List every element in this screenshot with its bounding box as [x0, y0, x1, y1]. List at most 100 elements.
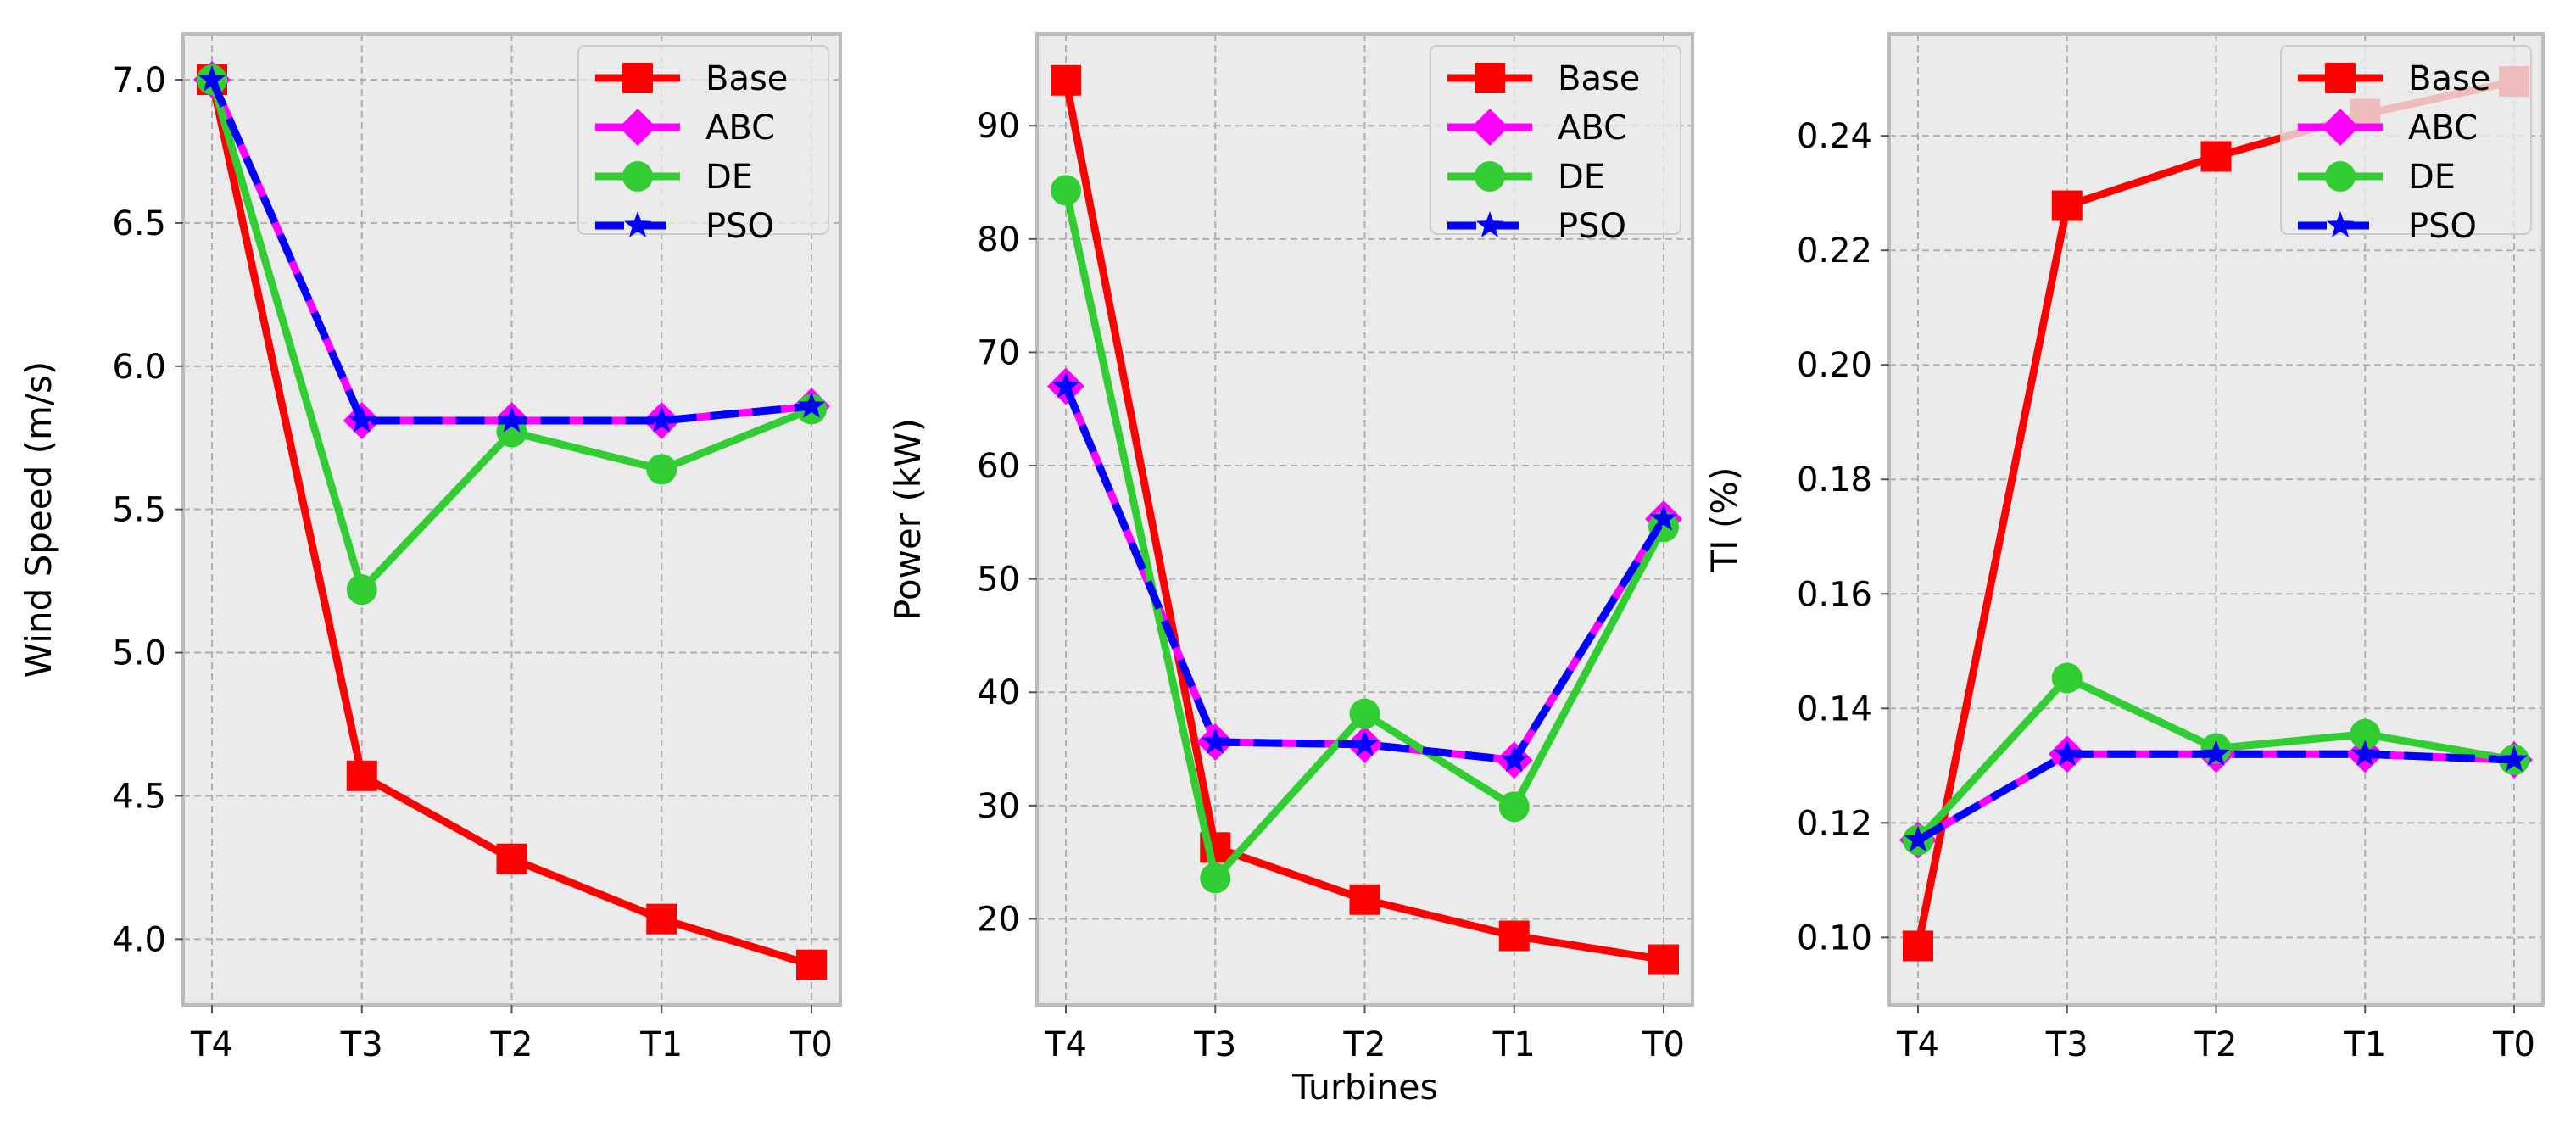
data-point-pso: [648, 406, 676, 433]
data-point-base: [346, 760, 377, 791]
y-tick-label: 5.0: [112, 634, 166, 673]
legend-box: [2280, 45, 2532, 235]
legend: Base ABC DE PSO: [2280, 45, 2532, 246]
legend-label-pso: PSO: [2408, 207, 2477, 246]
y-tick-label: 40: [977, 673, 1020, 712]
y-tick-label: 0.22: [1797, 232, 1872, 271]
chart-panel-3: 0.10 0.12 0.14 0.16 0.18 0.20 0.22 0.24 T4 T3 T2 T1…: [1703, 32, 2545, 1064]
data-point-pso: [2500, 745, 2529, 772]
x-tick-label: T3: [340, 1025, 383, 1064]
y-axis-label: Power (kW): [887, 418, 928, 621]
y-tick-label: 30: [977, 787, 1020, 826]
legend-marker-abc: [619, 109, 656, 146]
y-tick-label: 80: [977, 220, 1020, 260]
chart-panel-1: 4.0 4.5 5.0 5.5 6.0 6.5 7.0 T4 T3 T2 T1 T0 Wind Spee…: [18, 32, 842, 1064]
legend-marker-pso: [1475, 211, 1504, 237]
legend-marker-pso: [2326, 211, 2355, 237]
data-point-pso: [1904, 825, 1932, 852]
series-base: [1051, 64, 1679, 975]
y-tick-label: 20: [977, 900, 1020, 939]
data-point-de: [646, 454, 677, 485]
legend-label-base: Base: [1558, 59, 1640, 98]
data-point-pso: [797, 392, 826, 418]
y-tick-label: 4.5: [112, 777, 166, 816]
y-tick-label: 0.16: [1797, 575, 1872, 614]
legend-marker-base: [2325, 63, 2356, 93]
series-pso: [198, 65, 826, 433]
data-point-base: [1498, 920, 1530, 952]
x-tick-label: T0: [1642, 1025, 1685, 1064]
data-point-base: [646, 903, 677, 935]
legend-label-pso: PSO: [1558, 207, 1626, 246]
x-tick-label: T1: [1492, 1025, 1536, 1064]
y-tick-label: 50: [977, 561, 1020, 600]
legend-label-base: Base: [2408, 59, 2490, 98]
data-point-de: [2350, 718, 2381, 750]
y-tick-label: 0.14: [1797, 689, 1872, 728]
data-point-de: [1498, 791, 1530, 823]
y-tick-label: 70: [977, 333, 1020, 372]
data-point-pso: [1649, 504, 1678, 531]
y-axis-label: Wind Speed (m/s): [18, 361, 59, 678]
legend: Base ABC DE PSO: [577, 45, 829, 246]
series-group: [1047, 64, 1682, 975]
y-tick-label: 0.20: [1797, 346, 1872, 385]
data-point-base: [1051, 64, 1081, 96]
data-point-de: [346, 574, 377, 606]
y-tick-label: 0.10: [1797, 918, 1872, 957]
data-point-pso: [1500, 745, 1528, 773]
legend-marker-abc: [1471, 109, 1508, 146]
legend-marker-base: [1475, 63, 1505, 93]
series-pso: [1904, 740, 2529, 852]
x-tick-label: T4: [1044, 1025, 1087, 1064]
data-point-de: [1200, 862, 1231, 894]
data-point-pso: [2351, 740, 2379, 767]
legend-box: [1430, 45, 1681, 235]
data-point-de: [2051, 662, 2083, 694]
data-point-base: [1648, 944, 1679, 975]
x-tick-label: T2: [490, 1025, 533, 1064]
y-tick-label: 0.24: [1797, 117, 1872, 156]
legend-marker-pso: [623, 211, 652, 237]
y-tick-label: 0.12: [1797, 804, 1872, 843]
data-point-base: [796, 949, 827, 980]
x-tick-label: T0: [789, 1025, 833, 1064]
x-tick-label: T3: [2045, 1025, 2088, 1064]
x-tick-label: T4: [190, 1025, 233, 1064]
legend-label-de: DE: [2408, 158, 2456, 197]
data-point-pso: [498, 406, 526, 433]
data-point-base: [2051, 190, 2083, 221]
data-point-pso: [1051, 371, 1080, 399]
y-tick-label: 5.5: [112, 491, 166, 530]
shared-x-axis-label: Turbines: [1291, 1067, 1438, 1108]
data-point-pso: [1351, 729, 1379, 756]
chart-panel-2: 20 30 40 50 60 70 80 90 T4 T3 T2 T1 T0 Power (kW) Base…: [887, 32, 1694, 1064]
legend-label-abc: ABC: [1558, 109, 1627, 148]
y-axis-label: TI (%): [1703, 466, 1745, 572]
y-tick-label: 7.0: [112, 61, 166, 100]
legend-marker-base: [622, 63, 653, 93]
data-point-base: [1903, 930, 1933, 962]
series-pso: [1051, 371, 1678, 773]
legend-label-abc: ABC: [2408, 109, 2478, 148]
series-group: [193, 61, 830, 980]
x-tick-label: T2: [2194, 1025, 2238, 1064]
legend-marker-de: [622, 161, 653, 192]
x-tick-label: T1: [639, 1025, 683, 1064]
data-point-pso: [2053, 740, 2081, 767]
data-point-de: [1051, 175, 1081, 206]
legend-marker-abc: [2322, 109, 2359, 146]
y-tick-label: 6.5: [112, 204, 166, 243]
grid: [183, 34, 840, 1005]
y-tick-label: 6.0: [112, 348, 166, 387]
y-tick-label: 90: [977, 107, 1020, 146]
legend-label-de: DE: [705, 158, 753, 197]
data-point-base: [2200, 141, 2232, 172]
data-point-base: [1349, 884, 1380, 915]
data-point-pso: [2202, 740, 2230, 767]
data-point-pso: [1202, 728, 1229, 754]
legend-label-abc: ABC: [705, 109, 775, 148]
data-point-de: [1349, 698, 1380, 729]
x-tick-label: T0: [2492, 1025, 2535, 1064]
